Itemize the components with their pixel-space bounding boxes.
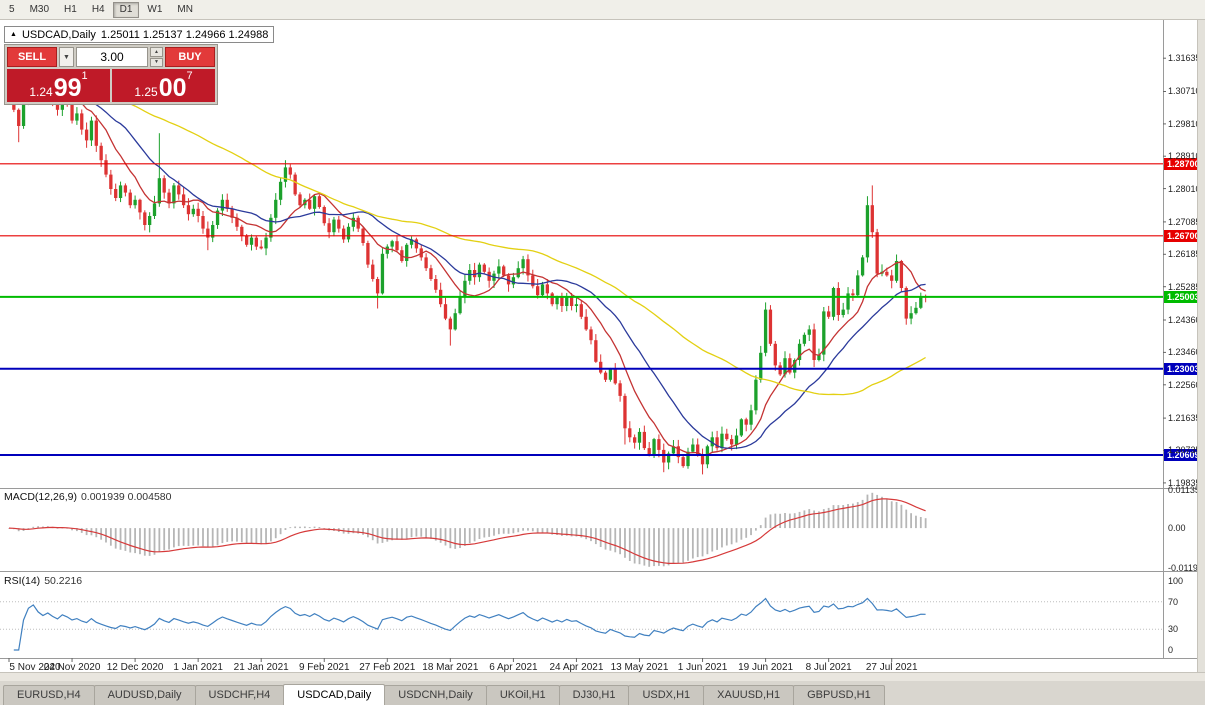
ma-line-10[interactable] xyxy=(8,86,926,456)
buy-price-big: 00 xyxy=(158,74,187,102)
chart-ohlc-values: 1.25011 1.25137 1.24966 1.24988 xyxy=(100,28,269,41)
chart-title-box: ▲ USDCAD,Daily 1.25011 1.25137 1.24966 1… xyxy=(4,26,275,43)
candles xyxy=(7,61,928,475)
buy-price-sup: 7 xyxy=(186,70,193,82)
timeframe-button-H1[interactable]: H1 xyxy=(57,2,84,18)
ma-line-55[interactable] xyxy=(8,76,926,396)
buy-price-main: 1.25 xyxy=(134,85,158,99)
timeframe-button-M30[interactable]: M30 xyxy=(23,2,56,18)
timeframe-button-D1[interactable]: D1 xyxy=(112,1,140,18)
rsi-indicator-label: RSI(14) 50.2216 xyxy=(4,575,82,587)
macd-signal-line xyxy=(8,498,926,565)
chart-tab-bar: EURUSD,H4 AUDUSD,Daily USDCHF,H4 USDCAD,Dai… xyxy=(0,680,1205,705)
timeframe-button-H4[interactable]: H4 xyxy=(85,2,112,18)
volume-stepper: ▲ ▼ xyxy=(150,47,163,67)
chart-symbol-period: USDCAD,Daily xyxy=(21,28,96,41)
timeframe-button-5[interactable]: 5 xyxy=(2,2,22,18)
price-chart[interactable] xyxy=(0,20,1197,672)
chart-tab-usdx-h1[interactable]: USDX,H1 xyxy=(628,685,705,705)
macd-values: 0.001939 0.004580 xyxy=(80,491,172,503)
chart-tab-gbpusd-h1[interactable]: GBPUSD,H1 xyxy=(793,685,885,705)
buy-button[interactable]: BUY xyxy=(165,47,215,67)
chart-tab-usdcad-daily[interactable]: USDCAD,Daily xyxy=(283,684,386,705)
timeframe-button-MN[interactable]: MN xyxy=(170,2,200,18)
chart-tab-xauusd-h1[interactable]: XAUUSD,H1 xyxy=(703,685,795,705)
volume-dropdown-icon[interactable]: ▼ xyxy=(59,47,74,67)
buy-price-button[interactable]: 1.25 00 7 xyxy=(112,69,215,102)
ma-line-21[interactable] xyxy=(8,84,926,450)
sell-price-big: 99 xyxy=(53,74,82,102)
chart-tab-eurusd-h4[interactable]: EURUSD,H4 xyxy=(3,685,95,705)
volume-decrease-icon[interactable]: ▼ xyxy=(150,57,163,67)
chart-tab-ukoil-h1[interactable]: UKOil,H1 xyxy=(485,685,560,705)
macd-name: MACD(12,26,9) xyxy=(4,491,77,503)
sell-price-sup: 1 xyxy=(81,70,88,82)
macd-indicator-label: MACD(12,26,9) 0.001939 0.004580 xyxy=(4,491,171,503)
volume-increase-icon[interactable]: ▲ xyxy=(150,47,163,57)
horizontal-scrollbar[interactable] xyxy=(0,672,1205,681)
rsi-line xyxy=(13,597,926,651)
volume-input[interactable] xyxy=(76,47,148,67)
chart-tab-usdchf-h4[interactable]: USDCHF,H4 xyxy=(194,685,285,705)
collapse-panel-icon[interactable]: ▲ xyxy=(10,31,17,38)
chart-tab-dj30-h1[interactable]: DJ30,H1 xyxy=(558,685,630,705)
rsi-value: 50.2216 xyxy=(44,575,83,587)
sell-button[interactable]: SELL xyxy=(7,47,57,67)
timeframe-toolbar: 5 M30 H1 H4 D1 W1 MN xyxy=(0,0,1205,20)
rsi-name: RSI(14) xyxy=(4,575,41,587)
chart-tab-audusd-daily[interactable]: AUDUSD,Daily xyxy=(93,685,196,705)
timeframe-button-W1[interactable]: W1 xyxy=(140,2,169,18)
sell-price-main: 1.24 xyxy=(29,85,53,99)
macd-histogram xyxy=(8,492,927,567)
sell-price-button[interactable]: 1.24 99 1 xyxy=(7,69,110,102)
chart-window: 1.28700 1.26700 1.25003 1.23003 1.20609 1.316… xyxy=(0,20,1205,673)
vertical-scrollbar[interactable] xyxy=(1197,20,1205,672)
chart-tab-usdcnh-daily[interactable]: USDCNH,Daily xyxy=(384,685,487,705)
